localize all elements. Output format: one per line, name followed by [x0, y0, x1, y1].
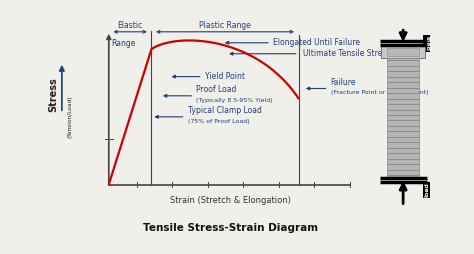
Text: (Fracture Point or Tensile Point): (Fracture Point or Tensile Point) [331, 90, 428, 95]
Text: load: load [424, 36, 429, 51]
Text: (Tension/Load): (Tension/Load) [68, 96, 73, 138]
FancyBboxPatch shape [387, 58, 419, 177]
Text: Elastic: Elastic [118, 21, 143, 30]
Text: Yield Point: Yield Point [205, 72, 245, 81]
Text: Tensile Stress-Strain Diagram: Tensile Stress-Strain Diagram [143, 223, 318, 233]
FancyBboxPatch shape [381, 45, 425, 58]
Text: Ultimate Tensile Strength: Ultimate Tensile Strength [303, 49, 400, 58]
Text: Range: Range [111, 39, 135, 48]
FancyBboxPatch shape [387, 48, 419, 56]
Text: (Typically 8 5-95% Yield): (Typically 8 5-95% Yield) [196, 98, 273, 103]
Text: Typical Clamp Load: Typical Clamp Load [188, 106, 262, 115]
Text: load: load [424, 183, 429, 197]
Text: (75% of Proof Load): (75% of Proof Load) [188, 119, 249, 124]
Text: Failure: Failure [331, 78, 356, 87]
Text: Stress: Stress [48, 77, 58, 112]
Text: Proof Load: Proof Load [196, 85, 237, 94]
Text: Plastic Range: Plastic Range [199, 21, 251, 30]
Text: Strain (Stretch & Elongation): Strain (Stretch & Elongation) [170, 196, 291, 205]
Text: Elongated Until Failure: Elongated Until Failure [273, 38, 360, 47]
